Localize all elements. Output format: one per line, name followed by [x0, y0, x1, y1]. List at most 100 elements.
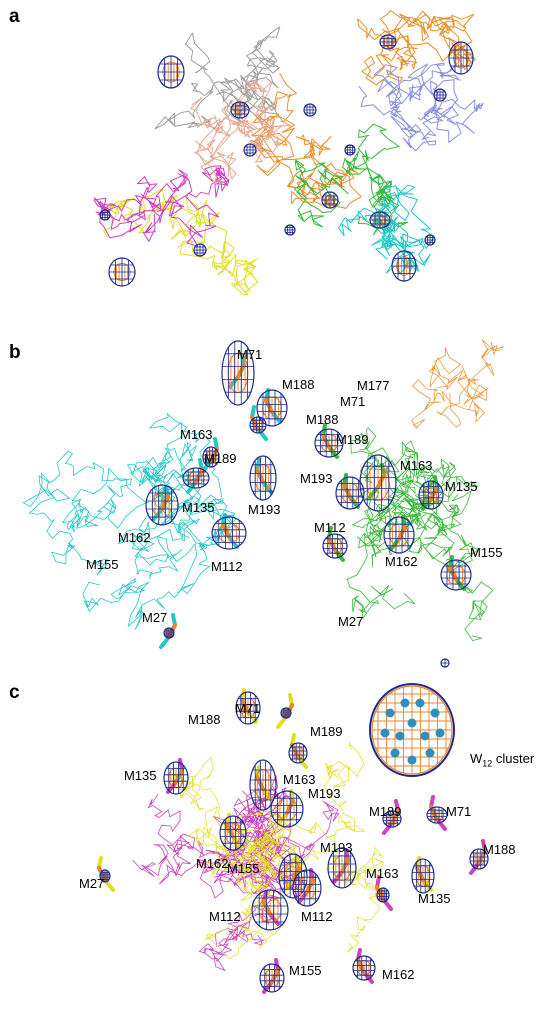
panel-letter-b: b	[9, 342, 21, 363]
density-blob-5	[230, 101, 250, 119]
chain-trace-cyan-3	[61, 467, 150, 533]
tungsten-atom	[415, 698, 425, 708]
density-blob-8	[321, 191, 339, 209]
density-mesh-1	[280, 707, 292, 719]
density-mesh-5	[270, 790, 304, 828]
residue-label: M162	[118, 530, 151, 545]
chain-trace-cyan-6	[22, 450, 147, 576]
residue-label: M188	[483, 842, 516, 857]
residue-label: M163	[400, 458, 433, 473]
density-blob-3	[391, 250, 417, 282]
density-mesh-16	[411, 858, 435, 894]
tungsten-atom	[435, 728, 445, 738]
density-mesh-4	[249, 759, 277, 811]
density-mesh-14	[383, 516, 415, 554]
density-blob-6	[303, 103, 317, 117]
density-mesh-8	[163, 627, 175, 639]
density-mesh-6	[145, 484, 179, 526]
residue-label: M163	[180, 427, 213, 442]
chain-trace-6	[171, 213, 259, 296]
chain-trace-green-5	[397, 458, 479, 517]
chain-trace-yellow-4	[259, 741, 367, 858]
tungsten-atom	[425, 748, 435, 758]
chain-trace-green-0	[346, 508, 416, 620]
residue-label: M155	[470, 545, 503, 560]
density-mesh-18	[352, 955, 376, 981]
density-blob-4	[379, 34, 397, 50]
residue-label: M193	[320, 840, 353, 855]
residue-label: M188	[282, 377, 315, 392]
residue-label: M188	[306, 412, 339, 427]
panel-a-structure-image	[93, 10, 484, 296]
chain-trace-3	[358, 79, 437, 152]
density-mesh-1	[256, 389, 288, 427]
density-mesh-9	[314, 428, 344, 458]
tungsten-atom	[407, 755, 417, 765]
chain-trace-1	[361, 10, 429, 86]
residue-label: M71	[235, 701, 261, 716]
density-mesh-2	[288, 742, 308, 764]
density-mesh-10	[99, 869, 111, 883]
density-mesh-14	[426, 806, 448, 824]
tungsten-atom	[385, 708, 395, 718]
residue-label: M135	[418, 891, 451, 906]
chain-trace-cyan-1	[144, 468, 229, 595]
chain-trace-1	[407, 10, 476, 70]
tungsten-atom	[407, 718, 417, 728]
residue-label: M27	[142, 610, 168, 625]
density-mesh-small	[440, 658, 450, 668]
cluster-label-base: W	[470, 751, 483, 766]
density-mesh-17	[259, 963, 285, 993]
w12-cluster-label: W12 cluster	[470, 752, 534, 769]
density-blob-0	[157, 55, 185, 89]
chain-trace-7	[164, 165, 230, 247]
residue-label: M112	[209, 909, 241, 924]
tungsten-atom	[420, 731, 430, 741]
chain-trace-4	[293, 159, 349, 228]
tungsten-atom	[390, 748, 400, 758]
chain-trace-orange-1	[411, 378, 485, 429]
residue-label: M71	[340, 394, 366, 409]
density-mesh-12	[376, 887, 390, 903]
density-mesh-11	[327, 847, 357, 889]
cluster-label-suffix: cluster	[492, 751, 535, 766]
residue-label: M27	[338, 614, 364, 629]
chain-trace-2	[290, 136, 359, 207]
density-mesh-8	[251, 889, 289, 931]
panel-a: a	[0, 0, 554, 335]
tungsten-atom	[400, 698, 410, 708]
residue-label: M112	[301, 909, 333, 924]
residue-label: M112	[314, 520, 346, 535]
chain-trace-6	[169, 197, 235, 276]
residue-label: M162	[382, 967, 415, 982]
residue-label: M135	[182, 500, 215, 515]
residue-label: M112	[211, 559, 243, 574]
panel-letter-c: c	[9, 682, 20, 703]
chain-trace-magenta-6	[132, 830, 273, 899]
density-mesh-9	[292, 869, 322, 907]
chain-trace-5	[371, 184, 435, 256]
chain-trace-cyan-4	[141, 413, 224, 518]
residue-label: M193	[300, 471, 333, 486]
residue-label: M162	[196, 856, 229, 871]
cluster-label-subscript: 12	[482, 758, 493, 769]
density-blob-13	[99, 209, 111, 221]
density-mesh-15	[440, 559, 472, 591]
chain-trace-6	[103, 188, 196, 238]
density-blob-14	[344, 144, 356, 156]
density-blob-15	[424, 234, 436, 246]
chain-trace-orange-0	[436, 339, 504, 428]
chain-trace-green-4	[385, 477, 455, 557]
tungsten-atom	[430, 708, 440, 718]
residue-label: M71	[237, 347, 263, 362]
density-blob-1	[448, 41, 474, 75]
density-blob-2	[108, 257, 136, 287]
chain-trace-0	[185, 32, 280, 125]
density-mesh-4	[182, 467, 210, 489]
residue-label: M163	[366, 866, 399, 881]
residue-label: M193	[308, 786, 341, 801]
chain-trace-green-7	[407, 489, 479, 564]
panel-b-structure-image	[22, 339, 504, 668]
residue-label: M188	[188, 712, 221, 727]
density-mesh-15	[469, 848, 489, 870]
